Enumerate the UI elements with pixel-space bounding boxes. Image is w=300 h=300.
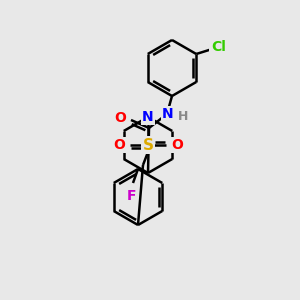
Text: H: H (178, 110, 188, 124)
Text: O: O (113, 138, 125, 152)
Text: S: S (142, 137, 154, 152)
Text: N: N (162, 107, 174, 121)
Text: Cl: Cl (211, 40, 226, 54)
Text: O: O (114, 111, 126, 125)
Text: F: F (126, 189, 136, 203)
Text: O: O (171, 138, 183, 152)
Text: N: N (142, 110, 154, 124)
